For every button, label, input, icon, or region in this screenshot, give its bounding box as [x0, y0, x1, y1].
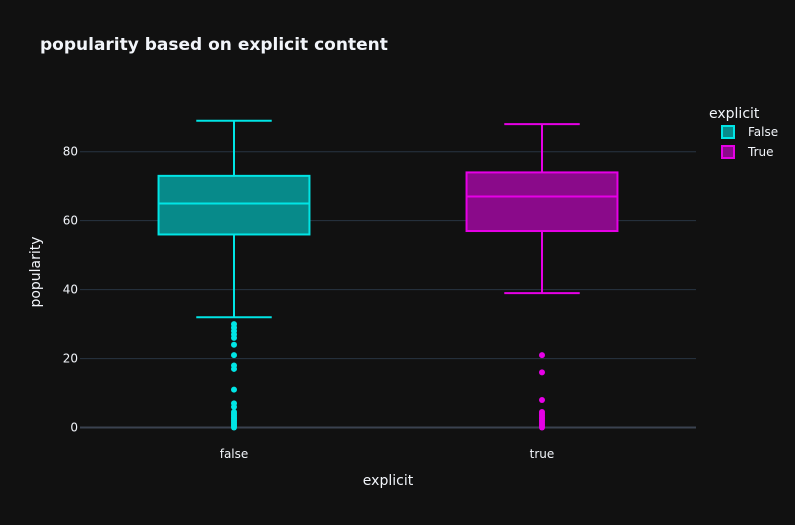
legend-item-false: False — [721, 125, 778, 139]
outlier-point — [231, 352, 237, 359]
chart-title: popularity based on explicit content — [40, 35, 388, 55]
y-tick-label: 0 — [70, 421, 78, 435]
iqr-box — [465, 171, 619, 233]
legend-label: True — [747, 145, 774, 159]
y-tick-label: 60 — [63, 214, 78, 228]
outlier-point — [231, 334, 237, 341]
outlier-point — [231, 386, 237, 393]
boxes — [157, 119, 619, 431]
outlier-point — [231, 403, 237, 410]
tick-labels: 0 20 40 60 80 false true — [63, 145, 555, 461]
legend-swatch — [721, 125, 735, 139]
box-false — [157, 119, 311, 431]
outlier-point — [539, 396, 545, 403]
outlier-point — [539, 369, 545, 376]
y-tick-label: 20 — [63, 352, 78, 366]
legend-item-true: True — [721, 145, 774, 159]
outlier-point — [231, 341, 237, 348]
outlier-point — [539, 424, 545, 431]
y-axis-title: popularity — [28, 236, 44, 307]
outlier-point — [231, 424, 237, 431]
legend-swatch — [721, 145, 735, 159]
iqr-box — [157, 174, 311, 236]
legend: explicit False True — [709, 106, 778, 159]
legend-label: False — [748, 125, 778, 139]
y-tick-label: 80 — [63, 145, 78, 159]
y-tick-label: 40 — [63, 283, 78, 297]
x-tick-label: false — [220, 447, 249, 461]
legend-title: explicit — [709, 106, 760, 122]
legend-items: False True — [721, 125, 778, 159]
outlier-point — [231, 365, 237, 372]
outlier-point — [539, 352, 545, 359]
x-tick-label: true — [530, 447, 555, 461]
box-true — [465, 123, 619, 431]
x-axis-title: explicit — [363, 473, 414, 489]
